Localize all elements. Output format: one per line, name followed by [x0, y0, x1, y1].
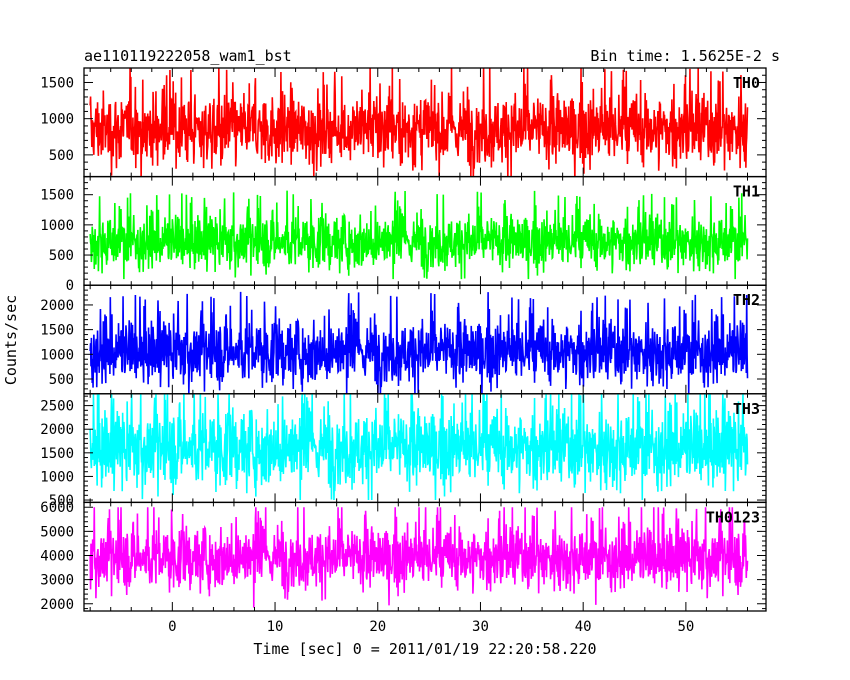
x-tick-label: 0 — [168, 619, 176, 635]
y-tick-label: 1000 — [40, 347, 74, 363]
bin-time-label: Bin time: 1.5625E-2 s — [590, 47, 780, 65]
x-tick-label: 30 — [472, 619, 489, 635]
y-tick-label: 1000 — [40, 218, 74, 234]
x-tick-label: 50 — [677, 619, 694, 635]
series-line-th2 — [89, 291, 749, 394]
chart-title: ae110119222058_wam1_bst — [84, 47, 292, 65]
y-axis-label: Counts/sec — [2, 295, 20, 385]
y-tick-label: 500 — [49, 493, 74, 509]
panel-label-th0: TH0 — [733, 74, 760, 92]
y-tick-label: 2000 — [40, 298, 74, 314]
x-tick-label: 20 — [369, 619, 386, 635]
x-tick-label: 40 — [575, 619, 592, 635]
y-tick-label: 4000 — [40, 548, 74, 564]
y-tick-label: 500 — [49, 148, 74, 164]
series-line-th0 — [89, 68, 749, 177]
panel-label-th1: TH1 — [733, 183, 760, 201]
y-tick-label: 1500 — [40, 446, 74, 462]
series-line-th3 — [89, 393, 749, 501]
y-tick-label: 2000 — [40, 597, 74, 613]
panel-label-th3: TH3 — [733, 400, 760, 418]
y-tick-label: 3000 — [40, 573, 74, 589]
x-tick-label: 10 — [267, 619, 284, 635]
y-tick-label: 0 — [66, 278, 74, 294]
series-line-th1 — [89, 190, 749, 280]
y-tick-label: 5000 — [40, 524, 74, 540]
y-tick-label: 1500 — [40, 188, 74, 204]
y-tick-label: 2500 — [40, 399, 74, 415]
y-tick-label: 500 — [49, 248, 74, 264]
y-tick-label: 1500 — [40, 323, 74, 339]
y-tick-label: 1500 — [40, 75, 74, 91]
y-tick-label: 2000 — [40, 422, 74, 438]
y-tick-label: 1000 — [40, 112, 74, 128]
panel-label-th0123: TH0123 — [706, 508, 760, 526]
y-tick-label: 500 — [49, 372, 74, 388]
x-axis-label: Time [sec] 0 = 2011/01/19 22:20:58.220 — [253, 640, 596, 658]
panel-label-th2: TH2 — [733, 291, 760, 309]
series-line-th0123 — [89, 507, 749, 608]
y-tick-label: 1000 — [40, 469, 74, 485]
panel-frame — [83, 501, 767, 612]
y-tick-label: 6000 — [40, 500, 74, 516]
